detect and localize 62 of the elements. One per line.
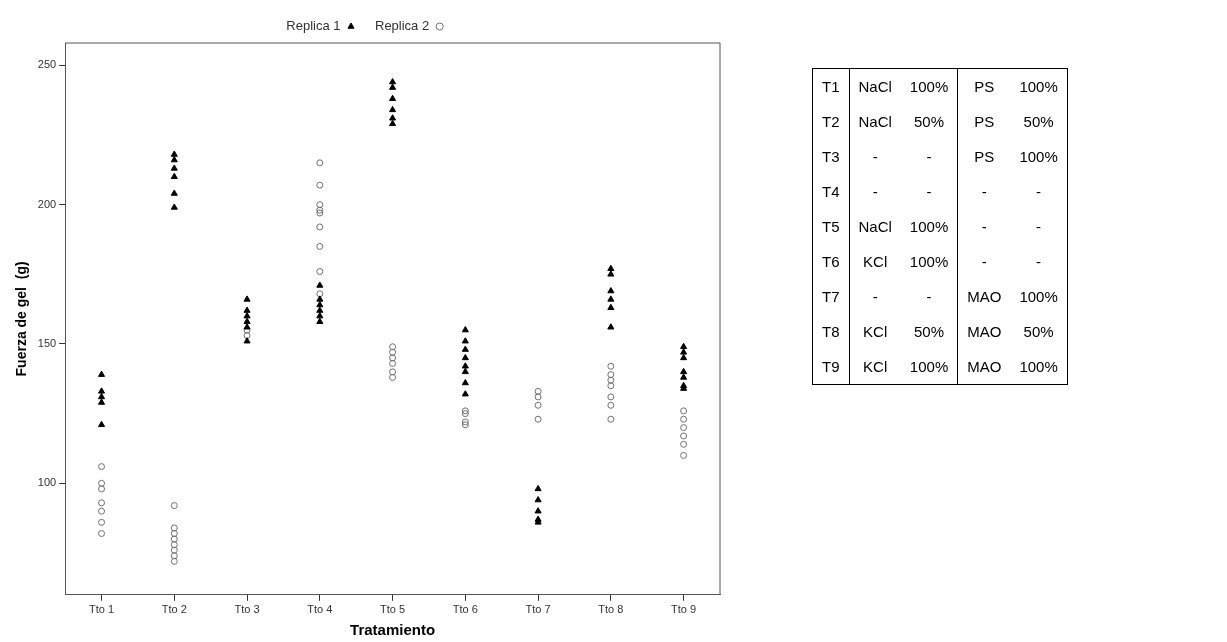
text: -	[1036, 253, 1042, 270]
text: NaCl	[858, 78, 892, 95]
category-label: T5	[822, 218, 840, 235]
text: PS	[974, 113, 995, 130]
x-tick-label: Tto 9	[671, 603, 697, 616]
text: -	[926, 183, 932, 200]
text: 50%	[914, 113, 945, 130]
text: KCl	[863, 253, 888, 270]
text: -	[981, 218, 987, 235]
text: MAO	[967, 358, 1002, 375]
x-tick-label: Tto 3	[234, 603, 260, 616]
text: -	[872, 288, 878, 305]
y-axis-title: Fuerza de gel (g)	[13, 261, 30, 377]
text: MAO	[967, 288, 1002, 305]
x-tick-label: Tto 1	[88, 603, 115, 616]
text: 100%	[1019, 358, 1058, 375]
text: 50%	[1023, 113, 1054, 130]
text: -	[1036, 183, 1042, 200]
x-axis-title: Tratamiento	[350, 621, 436, 639]
text: -	[981, 183, 987, 200]
text: PS	[974, 78, 995, 95]
text: MAO	[967, 323, 1002, 340]
category-label: T9	[822, 358, 840, 375]
text: NaCl	[858, 113, 892, 130]
y-tick-label: 250	[37, 58, 57, 71]
text: 100%	[1019, 288, 1058, 305]
x-tick-label: Tto 6	[452, 603, 478, 616]
text: 50%	[914, 323, 945, 340]
text: -	[1036, 218, 1042, 235]
category-label: T7	[822, 288, 840, 305]
legend-label: Replica 1	[286, 18, 341, 34]
category-label: T2	[822, 113, 840, 130]
category-label: T8	[822, 323, 840, 340]
x-tick-label: Tto 8	[598, 603, 624, 616]
text: 100%	[909, 78, 949, 95]
text: 100%	[909, 358, 949, 375]
x-tick-label: Tto 4	[307, 603, 333, 616]
category-label: T4	[822, 183, 840, 200]
text: -	[981, 253, 987, 270]
legend-label: Replica 2	[374, 18, 430, 34]
y-tick-label: 100	[37, 476, 57, 489]
category-label: T1	[822, 78, 840, 95]
category-label: T3	[822, 148, 840, 165]
text: -	[926, 148, 932, 165]
x-tick-label: Tto 5	[380, 603, 406, 616]
text: -	[872, 148, 878, 165]
text: KCl	[863, 358, 888, 375]
text: KCl	[863, 323, 888, 340]
text: 100%	[909, 218, 949, 235]
text: 50%	[1023, 323, 1054, 340]
x-tick-label: Tto 2	[161, 603, 187, 616]
text: 100%	[1019, 78, 1058, 95]
text: -	[872, 183, 878, 200]
category-label: T6	[822, 253, 840, 270]
text: NaCl	[858, 218, 892, 235]
y-tick-label: 150	[37, 337, 57, 350]
x-tick-label: Tto 7	[525, 603, 551, 616]
text: -	[926, 288, 932, 305]
y-tick-label: 200	[37, 197, 57, 210]
text: 100%	[1019, 148, 1058, 165]
text: 100%	[909, 253, 949, 270]
text: PS	[974, 148, 995, 165]
